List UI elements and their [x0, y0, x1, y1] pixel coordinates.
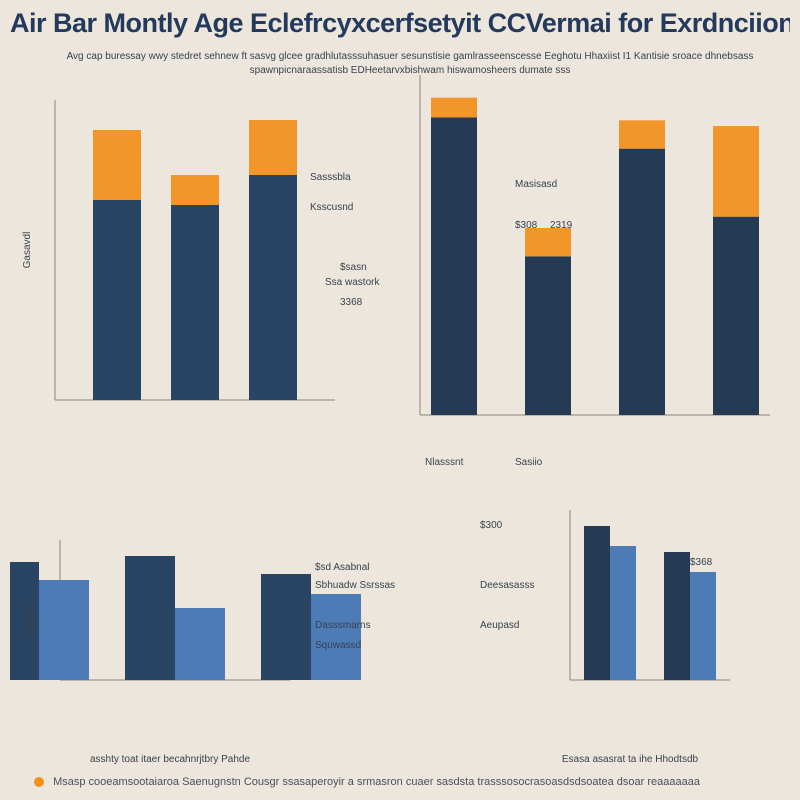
annotation-label: Squwassd	[315, 640, 361, 651]
annotation-label: 2319	[550, 220, 573, 231]
bar-bottom-left-navy-0	[10, 562, 39, 680]
annotation-label: $368	[690, 557, 713, 568]
annotation-label: Sbhuadw Ssrssas	[315, 580, 395, 591]
annotation-label: Aeupasd	[480, 620, 519, 631]
chart-bottom-left: $sd Asabnal Sbhuadw Ssrssas Dasssmarns Squw…	[10, 500, 470, 775]
bar-top-left-navy-2	[249, 175, 297, 400]
bar-top-right-orange-1	[525, 228, 571, 257]
annotation-label: $308	[515, 220, 538, 231]
chart-subtitle: Avg cap buressay wwy stedret sehnew ft s…	[66, 51, 754, 76]
annotation-label: Masisasd	[515, 179, 557, 190]
bar-top-right-orange-0	[431, 97, 477, 118]
bar-top-left-orange-0	[93, 130, 141, 200]
footer-text: Msasp cooeamsootaiaroa Saenugnstn Cousgr…	[53, 776, 700, 788]
annotation-label: $sd Asabnal	[315, 562, 370, 573]
annotation-label: 3368	[340, 297, 363, 308]
bar-top-right-orange-2	[619, 120, 665, 149]
footer-note: Msasp cooeamsootaiaroa Saenugnstn Cousgr…	[34, 776, 784, 788]
annotation-label: Ssa wastork	[325, 277, 380, 288]
chart-top-right: Masisasd$3082319NlasssntSasiioCUD Lhanos…	[400, 75, 780, 485]
bar-bottom-left-blue-0	[39, 580, 89, 680]
bar-bottom-left-blue-1	[175, 608, 225, 680]
annotation-label: $sasn	[340, 262, 367, 273]
bar-top-right-navy-2	[619, 148, 665, 415]
x-axis-label: Esasa asasrat ta ihe Hhodtsdb	[562, 754, 699, 765]
annotation-label: Sasssbla	[310, 172, 351, 183]
bar-bottom-right-blue-1	[690, 572, 716, 680]
bar-top-left-orange-2	[249, 120, 297, 175]
x-axis-label: asshty toat itaer becahnrjtbry Pahde	[90, 754, 251, 765]
bar-bottom-right-navy-0	[584, 526, 610, 680]
bar-bottom-left-blue-2	[311, 594, 361, 680]
chart-top-left: Sasssbla Ksscusnd $sasn Ssa wastork 3368 Gasa…	[10, 90, 390, 490]
bar-bottom-left-navy-2	[261, 574, 311, 680]
annotation-label: Sasiio	[515, 457, 543, 468]
chart-bottom-right: $368 $300 Deesasasss Aeupasd Esasa asasrat t…	[470, 490, 790, 780]
annotation-label: $300	[480, 520, 503, 531]
bar-top-right-navy-0	[431, 117, 477, 415]
y-axis-label: Gasavdl	[22, 232, 33, 269]
footer-marker-icon	[34, 777, 44, 788]
chart-title: Air Bar Montly Age Eclefrcyxcerfsetyit C…	[10, 8, 790, 38]
bar-top-right-navy-3	[713, 216, 759, 415]
y-axis-label: Guansa	[26, 602, 37, 637]
bar-bottom-right-blue-0	[610, 546, 636, 680]
bar-top-left-navy-1	[171, 205, 219, 400]
annotation-label: Ksscusnd	[310, 202, 353, 213]
annotation-label: Deesasasss	[480, 580, 534, 591]
annotation-label: Nlasssnt	[425, 457, 464, 468]
bar-top-right-orange-3	[713, 126, 759, 217]
annotation-label: Dasssmarns	[315, 620, 371, 631]
bar-top-right-navy-1	[525, 256, 571, 415]
bar-bottom-right-navy-1	[664, 552, 690, 680]
bar-top-left-orange-1	[171, 175, 219, 205]
bar-top-left-navy-0	[93, 200, 141, 400]
bar-bottom-left-navy-1	[125, 556, 175, 680]
